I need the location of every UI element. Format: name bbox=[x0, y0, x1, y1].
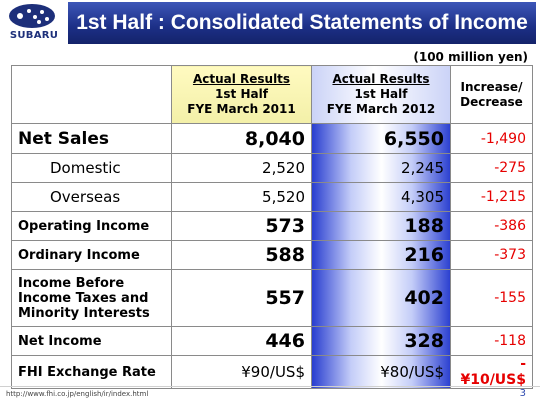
table-row-net-sales: Net Sales 8,040 6,550 -1,490 bbox=[11, 123, 533, 154]
unit-label: (100 million yen) bbox=[413, 50, 528, 64]
table-header-row: Actual Results 1st Half FYE March 2011 A… bbox=[11, 65, 533, 124]
table-row-exchange-rate: FHI Exchange Rate ¥90/US$ ¥80/US$ -¥10/U… bbox=[11, 355, 533, 389]
table-row-operating-income: Operating Income 573 188 -386 bbox=[11, 211, 533, 241]
pleiades-emblem-icon bbox=[9, 4, 55, 28]
income-statement-table: Actual Results 1st Half FYE March 2011 A… bbox=[11, 65, 533, 389]
table-row-ordinary-income: Ordinary Income 588 216 -373 bbox=[11, 240, 533, 270]
table-row-net-income: Net Income 446 328 -118 bbox=[11, 326, 533, 356]
subaru-logo: SUBARU bbox=[0, 0, 68, 48]
footer-url[interactable]: http://www.fhi.co.jp/english/ir/index.ht… bbox=[6, 390, 149, 398]
table-row-income-before-taxes: Income Before Income Taxes and Minority … bbox=[11, 269, 533, 327]
header-blank bbox=[11, 65, 172, 124]
page-number: 3 bbox=[519, 388, 526, 399]
page-title: 1st Half : Consolidated Statements of In… bbox=[68, 2, 536, 44]
header-fye-2011: Actual Results 1st Half FYE March 2011 bbox=[171, 65, 312, 124]
footer-divider bbox=[0, 386, 540, 387]
table-row-domestic: Domestic 2,520 2,245 -275 bbox=[11, 153, 533, 183]
income-before-taxes-label: Income Before Income Taxes and Minority … bbox=[11, 269, 172, 327]
header-change: Increase/ Decrease bbox=[450, 65, 533, 124]
table-row-overseas: Overseas 5,520 4,305 -1,215 bbox=[11, 182, 533, 212]
header-fye-2012: Actual Results 1st Half FYE March 2012 bbox=[311, 65, 451, 124]
logo-wordmark: SUBARU bbox=[9, 30, 59, 41]
